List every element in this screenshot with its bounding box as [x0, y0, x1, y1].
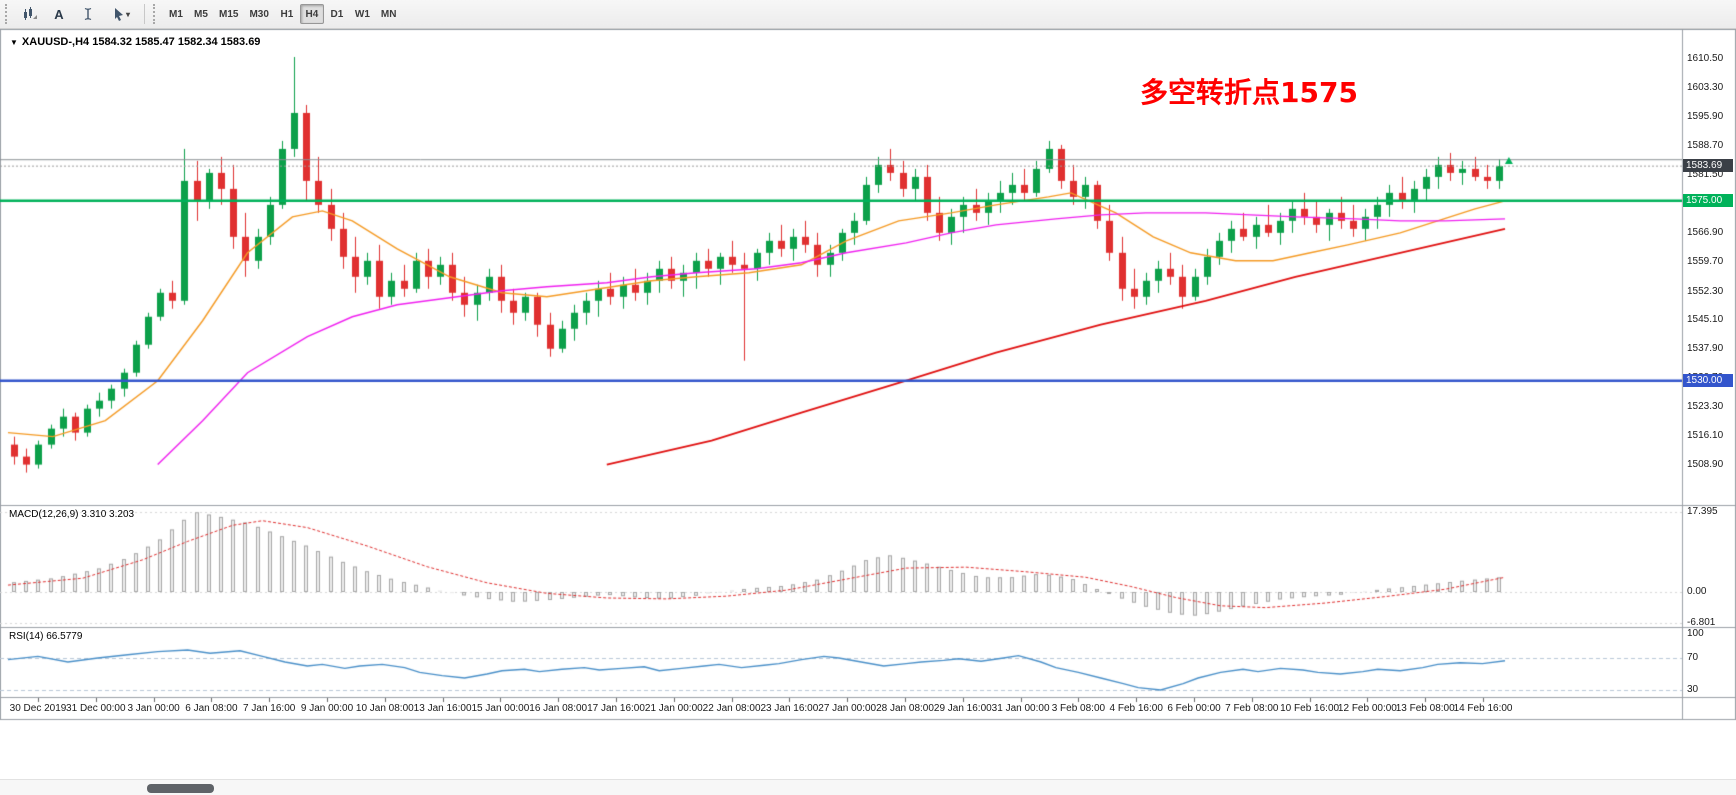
date-axis-label: 29 Jan 16:00 [933, 703, 992, 714]
date-axis-label: 13 Jan 16:00 [413, 703, 472, 714]
price-chart-canvas[interactable] [0, 29, 1736, 779]
date-axis-label: 7 Jan 16:00 [243, 703, 296, 714]
price-axis-label: 1508.90 [1687, 459, 1724, 470]
text-cursor-tool-button[interactable] [74, 2, 102, 26]
date-axis-label: 15 Jan 00:00 [471, 703, 530, 714]
pointer-cursor-icon [112, 7, 125, 22]
rsi-axis-label: 30 [1687, 684, 1699, 695]
timeframe-button-d1[interactable]: D1 [330, 8, 344, 20]
timeframe-button-m1[interactable]: M1 [169, 8, 183, 20]
candles-chart-icon [22, 6, 38, 22]
date-axis-label: 12 Feb 00:00 [1337, 703, 1397, 714]
rsi-label: RSI(14) 66.5779 [9, 631, 83, 642]
date-axis-label: 14 Feb 16:00 [1453, 703, 1513, 714]
timeframe-toolbar-grip[interactable] [153, 4, 160, 24]
toolbar-separator [144, 4, 145, 24]
price-axis-label: 1537.90 [1687, 343, 1724, 355]
pointer-tool-button[interactable]: ▾ [103, 2, 139, 26]
ibeam-cursor-icon [81, 6, 95, 22]
price-axis-label: 1581.50 [1687, 168, 1724, 180]
date-axis-label: 21 Jan 00:00 [644, 703, 703, 714]
price-axis-label: 1516.10 [1687, 430, 1724, 442]
timeframe-button-w1[interactable]: W1 [354, 8, 370, 20]
date-axis-label: 10 Jan 08:00 [355, 703, 414, 714]
date-axis-label: 10 Feb 16:00 [1280, 703, 1340, 714]
timeframe-button-m5[interactable]: M5 [194, 8, 208, 20]
macd-axis-label: 0.00 [1687, 586, 1707, 597]
date-axis-label: 27 Jan 00:00 [818, 703, 877, 714]
date-axis-label: 3 Jan 00:00 [127, 703, 180, 714]
chart-tool-button[interactable] [16, 2, 44, 26]
chevron-down-icon: ▾ [125, 9, 130, 19]
symbol-title: ▼ XAUUSD-,H4 1584.32 1585.47 1582.34 158… [10, 36, 260, 48]
date-axis-label: 30 Dec 2019 [9, 703, 67, 714]
timeframe-button-h1[interactable]: H1 [280, 8, 294, 20]
timeframe-button-m30[interactable]: M30 [249, 8, 269, 20]
price-axis-label: 1595.90 [1687, 111, 1724, 123]
macd-axis-label: 17.395 [1687, 506, 1718, 517]
price-axis-label: 1603.30 [1687, 81, 1724, 93]
macd-label: MACD(12,26,9) 3.310 3.203 [9, 509, 135, 520]
date-axis-label: 9 Jan 00:00 [300, 703, 354, 714]
timeframe-button-h4[interactable]: H4 [299, 4, 324, 24]
rsi-axis-label: 70 [1687, 652, 1699, 663]
date-axis-label: 31 Dec 00:00 [66, 703, 126, 714]
price-level-badge: 1583.69 [1683, 159, 1733, 173]
price-axis-label: 1552.30 [1687, 285, 1724, 297]
symbol-title-text: XAUUSD-,H4 1584.32 1585.47 1582.34 1583.… [21, 36, 261, 48]
price-axis-label: 1566.90 [1687, 227, 1724, 239]
toolbar-grip[interactable] [5, 4, 12, 24]
date-axis-label: 7 Feb 08:00 [1225, 703, 1279, 714]
chart-window: 1610.501603.301595.901588.701581.501574.… [0, 29, 1736, 779]
annotation-text: 多空转折点1575 [1140, 76, 1358, 109]
price-axis-label: 1610.50 [1687, 53, 1724, 64]
date-axis-label: 4 Feb 16:00 [1109, 703, 1163, 714]
rsi-axis-label: 100 [1687, 628, 1704, 639]
text-label-a: A [54, 6, 64, 22]
symbol-menu-icon[interactable]: ▼ [10, 37, 18, 47]
price-axis-label: 1545.10 [1687, 314, 1724, 326]
macd-axis-label: -6.801 [1687, 617, 1716, 629]
price-axis-label: 1588.70 [1687, 140, 1724, 152]
text-label-tool-button[interactable]: A [45, 2, 73, 26]
timeframe-button-m15[interactable]: M15 [219, 8, 239, 20]
price-level-badge: 1530.00 [1683, 373, 1733, 387]
date-axis-label: 6 Jan 08:00 [185, 703, 238, 714]
timeframe-button-group: M1 M5 M15 M30 H1 H4 D1 W1 MN [164, 4, 401, 24]
price-axis-label: 1559.70 [1687, 256, 1724, 267]
date-axis-label: 28 Jan 08:00 [876, 703, 934, 714]
date-axis-label: 17 Jan 16:00 [587, 703, 645, 714]
date-axis-label: 23 Jan 16:00 [760, 703, 819, 714]
price-axis-label: 1523.30 [1687, 401, 1724, 413]
date-axis-label: 22 Jan 08:00 [702, 703, 761, 714]
top-toolbar: A ▾ M1 M5 M15 M30 H1 H4 D1 W1 MN [0, 0, 1736, 29]
price-level-badge: 1575.00 [1683, 193, 1733, 207]
date-axis-label: 3 Feb 08:00 [1051, 703, 1106, 714]
timeframe-button-mn[interactable]: MN [380, 8, 397, 20]
date-axis-label: 16 Jan 08:00 [529, 703, 588, 714]
bottom-scrollbar [0, 779, 1736, 795]
date-axis-label: 31 Jan 00:00 [991, 703, 1050, 714]
scrollbar-thumb[interactable] [147, 784, 214, 793]
date-axis-label: 6 Feb 00:00 [1167, 703, 1221, 714]
date-axis-label: 13 Feb 08:00 [1395, 703, 1455, 714]
